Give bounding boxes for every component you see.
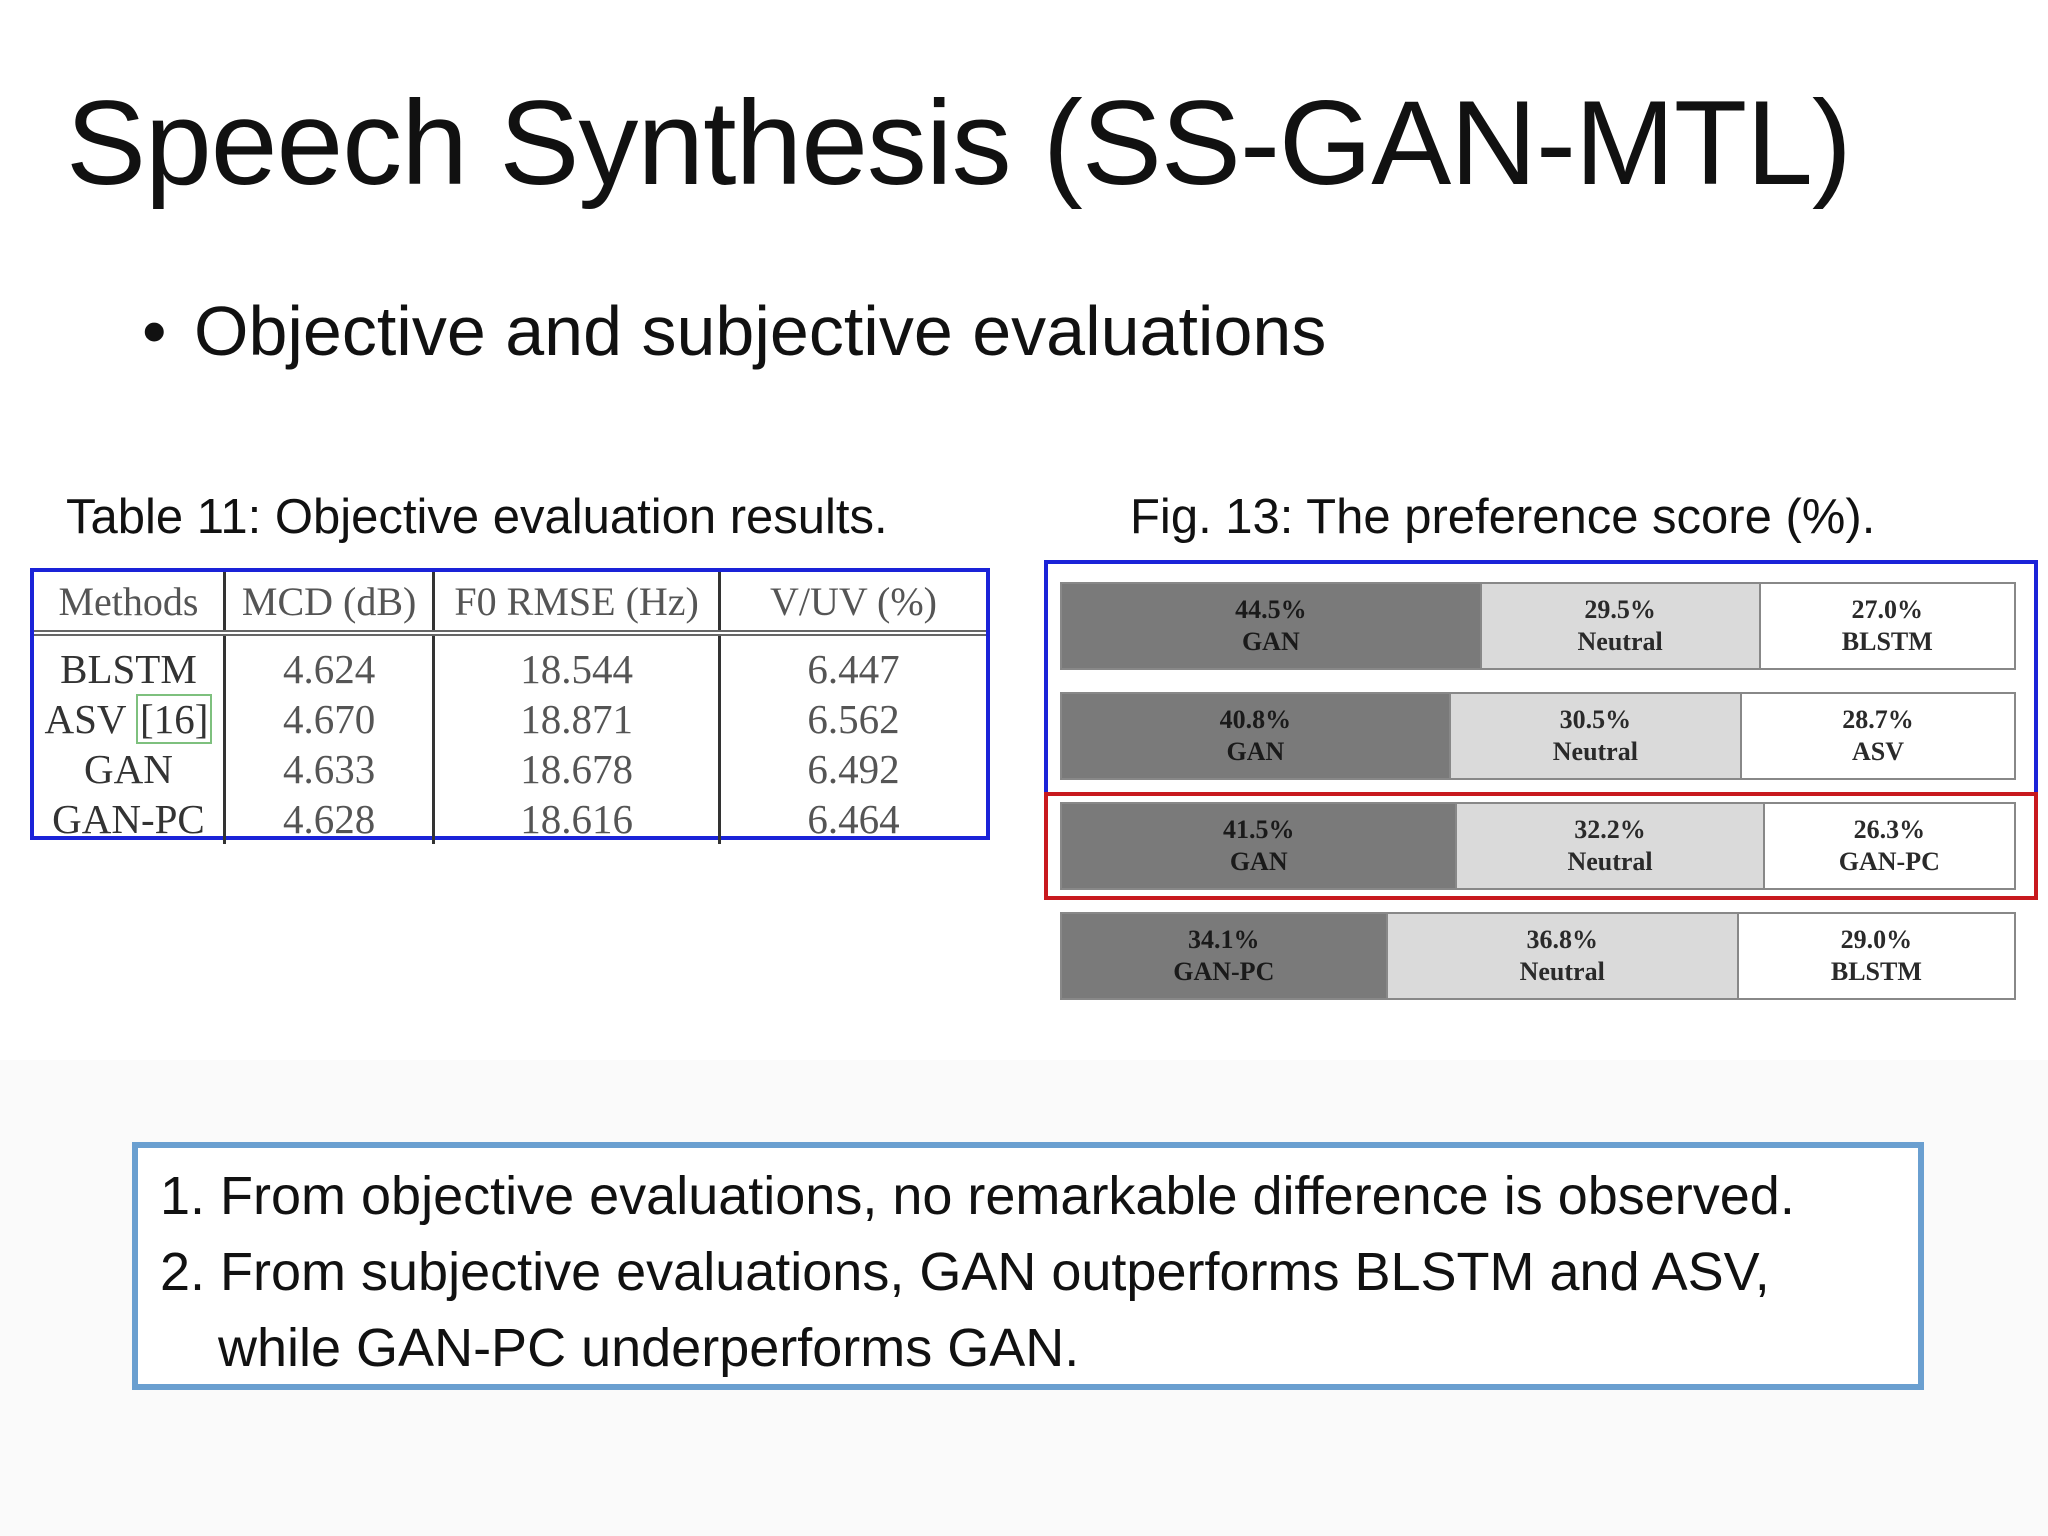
conclusions-box: 1. From objective evaluations, no remark… — [132, 1142, 1924, 1390]
segment-value-label: 34.1% — [1188, 925, 1260, 954]
bar-segment-gan: 40.8% GAN — [1062, 694, 1449, 778]
conclusion-line-2: 2. From subjective evaluations, GAN outp… — [160, 1242, 1770, 1302]
segment-method-label: GAN-PC — [1173, 957, 1275, 986]
cell-f0: 18.616 — [432, 794, 720, 844]
highlight-box-red — [1044, 792, 2038, 900]
cell-vuv: 6.562 — [717, 694, 986, 744]
segment-value-label: 28.7% — [1842, 705, 1914, 734]
cell-vuv: 6.492 — [717, 744, 986, 794]
bullet-dot-icon: • — [142, 292, 167, 370]
preference-bar: 41.5% GAN 32.2% Neutral 26.3% GAN-PC — [1060, 802, 2016, 890]
bar-segment-gan: 41.5% GAN — [1062, 804, 1456, 888]
bullet-item: • Objective and subjective evaluations — [142, 286, 1326, 376]
citation-link[interactable]: [16] — [136, 694, 213, 744]
cell-method: BLSTM — [60, 646, 197, 692]
segment-value-label: 40.8% — [1219, 705, 1292, 734]
table-row: GAN 4.633 18.678 6.492 — [34, 744, 986, 794]
bar-segment-gan-pc: 34.1% GAN-PC — [1062, 914, 1386, 998]
col-header-mcd: MCD (dB) — [222, 572, 434, 636]
segment-value-label: 27.0% — [1851, 595, 1924, 624]
bar-segment-gan-pc: 26.3% GAN-PC — [1762, 804, 2014, 888]
segment-method-label: GAN — [1226, 737, 1285, 766]
segment-value-label: 41.5% — [1222, 815, 1295, 844]
col-header-f0-rmse: F0 RMSE (Hz) — [432, 572, 720, 636]
cell-mcd: 4.670 — [222, 694, 434, 744]
bar-segment-neutral: 32.2% Neutral — [1455, 804, 1763, 888]
cell-f0: 18.544 — [432, 633, 720, 694]
cell-mcd: 4.633 — [222, 744, 434, 794]
segment-value-label: 32.2% — [1574, 815, 1646, 844]
bar-segment-blstm: 29.0% BLSTM — [1736, 914, 2014, 998]
bar-segment-neutral: 36.8% Neutral — [1385, 914, 1737, 998]
cell-mcd: 4.628 — [222, 794, 434, 844]
table-row: ASV [16] 4.670 18.871 6.562 — [34, 694, 986, 744]
conclusion-line-1: 1. From objective evaluations, no remark… — [160, 1166, 1795, 1226]
segment-method-label: GAN — [1229, 847, 1288, 876]
segment-value-label: 29.5% — [1584, 595, 1656, 624]
segment-method-label: ASV — [1851, 737, 1904, 766]
bar-segment-asv: 28.7% ASV — [1739, 694, 2014, 778]
preference-bar: 44.5% GAN 29.5% Neutral 27.0% BLSTM — [1060, 582, 2016, 670]
segment-value-label: 26.3% — [1853, 815, 1926, 844]
segment-value-label: 44.5% — [1235, 595, 1307, 624]
segment-method-label: Neutral — [1519, 957, 1605, 986]
segment-method-label: GAN — [1241, 627, 1300, 656]
bullet-text: Objective and subjective evaluations — [194, 292, 1327, 370]
segment-method-label: GAN-PC — [1838, 847, 1940, 876]
table-header-row: Methods MCD (dB) F0 RMSE (Hz) V/UV (%) — [34, 572, 986, 636]
cell-method: ASV [16] — [34, 694, 224, 744]
cell-method: GAN-PC — [52, 796, 205, 842]
cell-vuv: 6.447 — [717, 633, 986, 694]
preference-bar: 34.1% GAN-PC 36.8% Neutral 29.0% BLSTM — [1060, 912, 2016, 1000]
bar-segment-gan: 44.5% GAN — [1062, 584, 1480, 668]
table-row: GAN-PC 4.628 18.616 6.464 — [34, 794, 986, 844]
segment-value-label: 29.0% — [1840, 925, 1913, 954]
highlight-box-blue — [1044, 560, 2038, 796]
bar-segment-neutral: 30.5% Neutral — [1448, 694, 1740, 778]
col-header-methods: Methods — [34, 572, 225, 636]
slide-title: Speech Synthesis (SS-GAN-MTL) — [66, 76, 1852, 210]
bar-segment-neutral: 29.5% Neutral — [1479, 584, 1759, 668]
figure-caption: Fig. 13: The preference score (%). — [1130, 490, 1876, 544]
table-row: BLSTM 4.624 18.544 6.447 — [34, 633, 986, 694]
cell-mcd: 4.624 — [222, 633, 434, 694]
cell-f0: 18.871 — [432, 694, 720, 744]
cell-method: GAN — [84, 746, 173, 792]
segment-method-label: BLSTM — [1841, 627, 1933, 656]
preference-bar: 40.8% GAN 30.5% Neutral 28.7% ASV — [1060, 692, 2016, 780]
segment-method-label: Neutral — [1552, 737, 1638, 766]
cell-vuv: 6.464 — [717, 794, 986, 844]
segment-method-label: BLSTM — [1830, 957, 1922, 986]
segment-value-label: 36.8% — [1526, 925, 1598, 954]
segment-value-label: 30.5% — [1559, 705, 1632, 734]
method-name: ASV — [44, 696, 126, 742]
cell-f0: 18.678 — [432, 744, 720, 794]
col-header-vuv: V/UV (%) — [717, 572, 986, 636]
table-caption: Table 11: Objective evaluation results. — [66, 490, 888, 544]
objective-results-table: Methods MCD (dB) F0 RMSE (Hz) V/UV (%) B… — [30, 568, 990, 844]
preference-score-chart: 44.5% GAN 29.5% Neutral 27.0% BLSTM 40.8% GAN 30… — [1060, 578, 2020, 1008]
bar-segment-blstm: 27.0% BLSTM — [1758, 584, 2014, 668]
segment-method-label: Neutral — [1577, 627, 1663, 656]
conclusion-line-3: while GAN-PC underperforms GAN. — [218, 1318, 1080, 1378]
segment-method-label: Neutral — [1567, 847, 1653, 876]
